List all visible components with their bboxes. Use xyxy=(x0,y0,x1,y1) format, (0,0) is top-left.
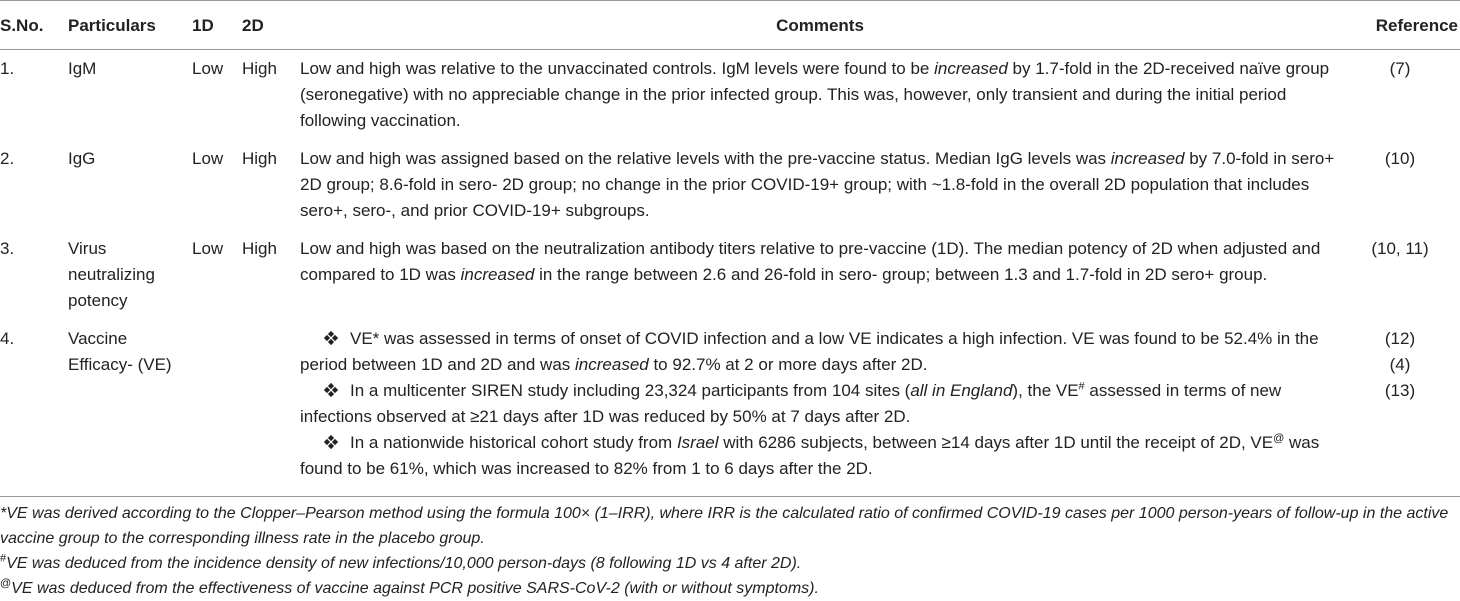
text-run: Low and high was relative to the unvacci… xyxy=(300,59,935,78)
text-run: *VE was derived according to the Clopper… xyxy=(0,505,1449,547)
reference: (12) xyxy=(1384,329,1416,348)
cell-particulars: Virus neutralizing potency xyxy=(68,239,155,310)
column-header: 2D xyxy=(234,0,292,50)
cell-reference: (10, 11) xyxy=(1340,230,1460,320)
reference: (10, 11) xyxy=(1371,239,1429,258)
table-body: 1. IgM Low High Low and high was relative to… xyxy=(0,50,1460,497)
text-run: by 1.7-fold in the 2D-received naïve gro… xyxy=(300,59,1330,130)
footnote: #VE was deduced from the incidence densi… xyxy=(0,551,1460,576)
text-run: to 92.7% at 2 or more days after 2D. xyxy=(648,355,928,374)
table-header: S.No. Particulars 1D 2D Comments Reference xyxy=(0,0,1460,50)
text-run: assessed in terms of new infections obse… xyxy=(300,381,1282,426)
footnote: *VE was derived according to the Clopper… xyxy=(0,501,1460,551)
text-run: with 6286 subjects, between ≥14 days aft… xyxy=(718,433,1274,452)
bullet-petal xyxy=(331,386,339,394)
superscript: # xyxy=(1078,380,1085,393)
column-header: S.No. xyxy=(0,0,60,50)
bullet-petal xyxy=(323,334,331,342)
cell-particulars: IgM xyxy=(68,59,97,78)
text-run: In a multicenter SIREN study including 2… xyxy=(350,381,911,400)
column-header: Reference xyxy=(1340,0,1460,50)
text-run: in the range between 2.6 and 26-fold in … xyxy=(534,265,1268,284)
superscript: @ xyxy=(0,577,12,590)
text-run: Low and high was based on the neutraliza… xyxy=(300,239,1321,284)
bullet-petal xyxy=(327,382,335,390)
text-run: VE was deduced from the effectiveness of… xyxy=(11,580,819,597)
bullet-petal xyxy=(327,434,335,442)
bullet-petal xyxy=(323,386,331,394)
cell-d1: Low xyxy=(192,239,224,258)
text-run: Low and high was assigned based on the r… xyxy=(300,149,1111,168)
header-row: S.No. Particulars 1D 2D Comments Reference xyxy=(0,0,1460,50)
footnote: @VE was deduced from the effectiveness o… xyxy=(0,576,1460,601)
table-row: 3. Virus neutralizing potency Low High Low a… xyxy=(0,230,1460,320)
text-run: all in England xyxy=(910,381,1013,400)
cell-d2: High xyxy=(242,149,277,168)
bullet-petal xyxy=(323,438,331,446)
cell-sno: 1. xyxy=(0,59,15,78)
text-run: Israel xyxy=(676,433,719,452)
comment: Low and high was relative to the unvacci… xyxy=(300,56,1340,134)
comment: Low and high was assigned based on the r… xyxy=(300,146,1340,224)
cell-comments: Low and high was assigned based on the r… xyxy=(292,140,1340,230)
cell-d1 xyxy=(184,320,234,497)
cell-comments: VE* was assessed in terms of onset of CO… xyxy=(292,320,1340,497)
text-run: increased xyxy=(460,265,535,284)
reference: (7) xyxy=(1389,59,1411,78)
bullet-petal xyxy=(327,390,335,398)
superscript: @ xyxy=(1273,432,1285,445)
cell-particulars: Vaccine Efficacy- (VE) xyxy=(60,320,184,497)
cell-d2: High xyxy=(242,59,277,78)
cell-sno: 4. xyxy=(0,320,60,497)
cell-sno: 3. xyxy=(0,239,15,258)
bullet-point: In a nationwide historical cohort study … xyxy=(300,430,1340,482)
bullet-icon xyxy=(323,330,339,346)
bullet-petal xyxy=(327,338,335,346)
text-run: by 7.0-fold in sero+ 2D group; 8.6-fold … xyxy=(300,149,1335,220)
bullet-point: In a multicenter SIREN study including 2… xyxy=(300,378,1340,430)
cell-reference: (10) xyxy=(1340,140,1460,230)
bullet-point: VE* was assessed in terms of onset of CO… xyxy=(300,326,1340,378)
reference: (13) xyxy=(1384,381,1416,400)
cell-d2: High xyxy=(242,239,277,258)
cell-d1: Low xyxy=(192,149,224,168)
footnotes: *VE was derived according to the Clopper… xyxy=(0,497,1460,601)
bullet-icon xyxy=(323,434,339,450)
text-run: increased xyxy=(1110,149,1185,168)
reference: (10) xyxy=(1384,149,1416,168)
cell-comments: Low and high was relative to the unvacci… xyxy=(292,50,1340,141)
reference: (4) xyxy=(1389,355,1411,374)
text-run: In a nationwide historical cohort study … xyxy=(350,433,677,452)
bullet-petal xyxy=(331,334,339,342)
cell-particulars: IgG xyxy=(68,149,96,168)
cell-comments: Low and high was based on the neutraliza… xyxy=(292,230,1340,320)
table-row: 4. Vaccine Efficacy- (VE) VE* was assessed… xyxy=(0,320,1460,497)
text-run: VE was deduced from the incidence densit… xyxy=(6,555,802,572)
superscript: # xyxy=(0,552,7,565)
column-header: Particulars xyxy=(60,0,184,50)
cell-d1: Low xyxy=(192,59,224,78)
cell-reference: (7) xyxy=(1340,50,1460,141)
cell-d2 xyxy=(234,320,292,497)
cell-reference: (12) (4) (13) xyxy=(1340,320,1460,497)
table-row: 2. IgG Low High Low and high was assigned ba… xyxy=(0,140,1460,230)
bullet-icon xyxy=(323,382,339,398)
cell-sno: 2. xyxy=(0,149,15,168)
bullet-petal xyxy=(327,330,335,338)
column-header: Comments xyxy=(292,0,1340,50)
table-row: 1. IgM Low High Low and high was relative to… xyxy=(0,50,1460,141)
data-table: S.No. Particulars 1D 2D Comments Reference 1.… xyxy=(0,0,1460,497)
comment: Low and high was based on the neutraliza… xyxy=(300,236,1340,288)
text-run: VE* was assessed in terms of onset of CO… xyxy=(300,329,1319,374)
bullet-petal xyxy=(327,442,335,450)
text-run: increased xyxy=(575,355,649,374)
text-run: ), the VE xyxy=(1012,381,1079,400)
bullet-petal xyxy=(331,438,339,446)
text-run: increased xyxy=(934,59,1008,78)
text-run: was found to be 61%, which was increased… xyxy=(300,433,1320,478)
column-header: 1D xyxy=(184,0,234,50)
